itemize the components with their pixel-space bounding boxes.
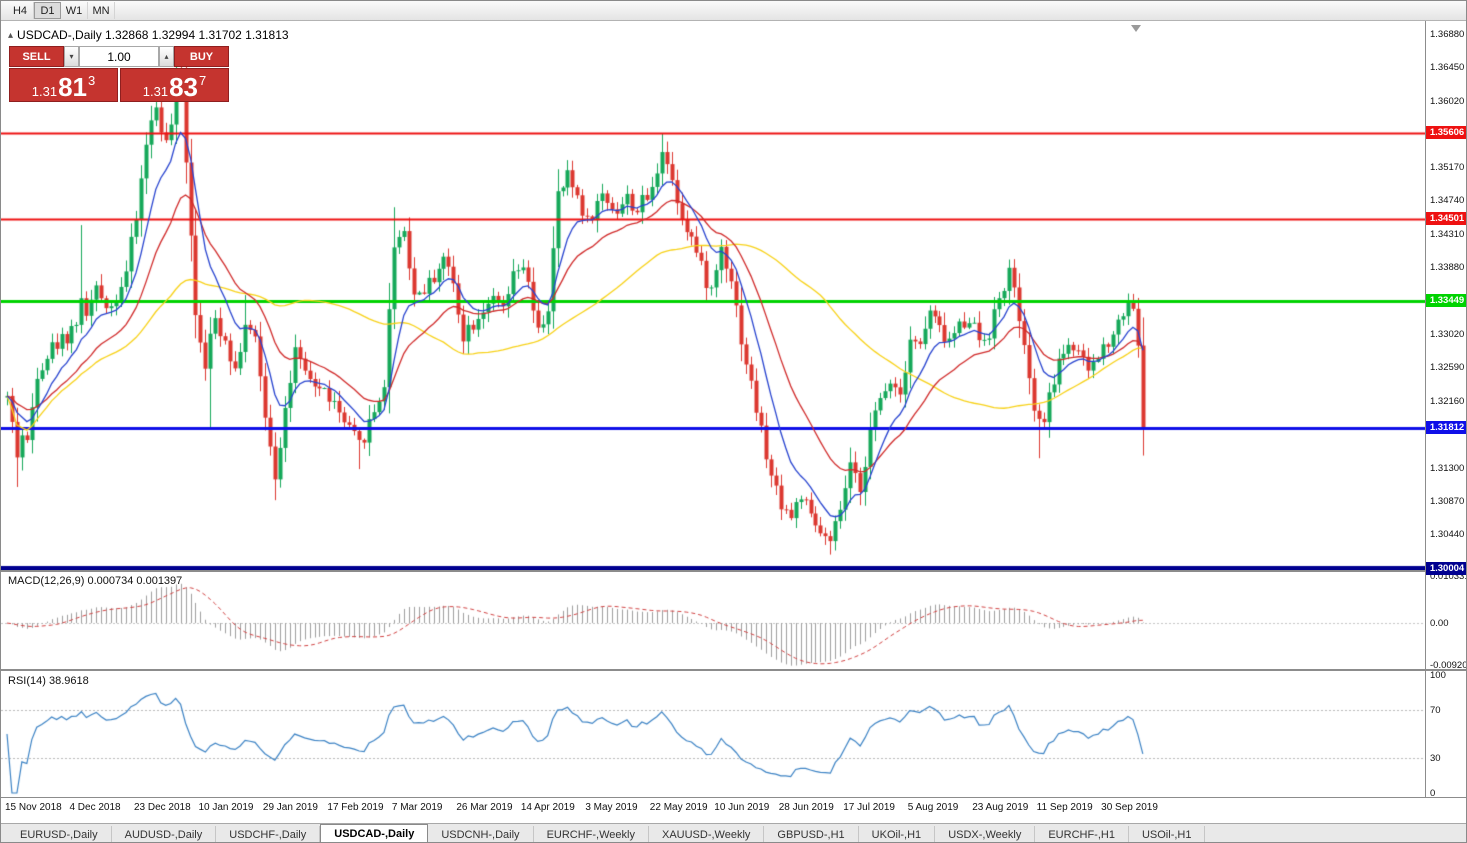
ask-pipette-digit: 7 [199,73,207,88]
price-level-badge: 1.34501 [1426,212,1466,226]
price-tick: 1.36020 [1430,95,1465,107]
rsi-dateaxis-separator [1,797,1466,798]
chart-shift-marker-icon[interactable] [1131,25,1141,32]
price-level-badge: 1.30004 [1426,561,1466,575]
rsi-panel-canvas[interactable] [1,671,1425,797]
chart-tab-gbpusdh1[interactable]: GBPUSD-,H1 [764,826,859,842]
price-tick: 1.36880 [1430,28,1465,40]
main-macd-panel-separator[interactable] [1,570,1466,572]
date-label: 26 Mar 2019 [456,802,513,813]
timeframe-button-d1[interactable]: D1 [34,2,61,19]
price-tick: 1.31300 [1430,462,1465,474]
ask-big-digits: 83 [169,71,198,102]
one-click-trading-panel: SELL ▾ 1.00 ▴ BUY 1.31 81 3 1.31 83 7 [9,46,229,102]
volume-decrement-icon[interactable]: ▾ [64,46,79,67]
bid-big-digits: 81 [58,71,87,102]
rsi-axis-label: 100 [1430,670,1446,681]
bid-price-display[interactable]: 1.31 81 3 [9,68,118,102]
price-tick: 1.32590 [1430,362,1465,374]
date-label: 23 Dec 2018 [133,802,191,813]
macd-axis-label: 0.00 [1430,618,1449,630]
chart-tab-eurchfweekly[interactable]: EURCHF-,Weekly [534,826,649,842]
ask-prefix: 1.31 [142,84,169,99]
date-label: 10 Jan 2019 [198,802,254,813]
rsi-axis-label: 30 [1430,752,1441,764]
chart-tab-eurchfh1[interactable]: EURCHF-,H1 [1035,826,1129,842]
volume-increment-icon[interactable]: ▴ [159,46,174,67]
price-tick: 1.35170 [1430,161,1465,173]
price-tick: 1.30440 [1430,529,1465,541]
chart-tab-usdcaddaily[interactable]: USDCAD-,Daily [320,824,429,842]
rsi-axis-label: 70 [1430,705,1441,717]
price-scale[interactable]: 1.36880 1.36450 1.36020 1.35170 1.34740 1.343… [1425,21,1467,799]
date-label: 30 Sep 2019 [1101,802,1158,813]
chart-tab-ukoilh1[interactable]: UKOil-,H1 [859,826,936,842]
price-tick: 1.30870 [1430,495,1465,507]
date-label: 7 Mar 2019 [391,802,443,813]
macd-indicator-label: MACD(12,26,9) 0.000734 0.001397 [8,575,183,587]
bid-ask-row: 1.31 81 3 1.31 83 7 [9,68,229,102]
price-tick: 1.32160 [1430,395,1465,407]
timeframe-button-mn[interactable]: MN [88,2,115,19]
timeframe-toolbar: H4 D1 W1 MN [1,1,1466,21]
macd-panel-canvas[interactable] [1,572,1425,669]
date-label: 4 Dec 2018 [69,802,121,813]
chart-tab-audusddaily[interactable]: AUDUSD-,Daily [112,826,217,842]
macd-axis-label: 0.0103311 [1430,571,1466,582]
date-label: 5 Aug 2019 [907,802,959,813]
rsi-indicator-label: RSI(14) 38.9618 [8,675,89,687]
date-label: 17 Jul 2019 [843,802,895,813]
macd-axis-label: -0.0092030 [1430,660,1467,671]
one-click-collapse-icon[interactable]: ▴ [8,29,14,41]
date-label: 22 May 2019 [649,802,708,813]
date-label: 23 Aug 2019 [972,802,1029,813]
price-tick: 1.33020 [1430,328,1465,340]
price-level-badge: 1.33449 [1426,294,1466,308]
trade-buttons-row: SELL ▾ 1.00 ▴ BUY [9,46,229,67]
chart-tab-usdchfdaily[interactable]: USDCHF-,Daily [216,826,321,842]
price-level-badge: 1.35606 [1426,126,1466,140]
timeframe-button-h4[interactable]: H4 [7,2,34,19]
price-tick: 1.33880 [1430,262,1465,274]
volume-input[interactable]: 1.00 [79,46,159,67]
chart-tab-usdcnhdaily[interactable]: USDCNH-,Daily [428,826,534,842]
date-axis[interactable]: 15 Nov 2018 4 Dec 2018 23 Dec 2018 10 Jan 2… [1,798,1425,822]
chart-tab-usdxweekly[interactable]: USDX-,Weekly [935,826,1036,842]
date-label: 17 Feb 2019 [327,802,384,813]
date-label: 15 Nov 2018 [5,802,62,813]
bid-prefix: 1.31 [31,84,58,99]
chart-tab-eurusddaily[interactable]: EURUSD-,Daily [7,826,112,842]
date-label: 10 Jun 2019 [714,802,770,813]
price-tick: 1.34310 [1430,228,1465,240]
date-label: 29 Jan 2019 [262,802,318,813]
date-label: 14 Apr 2019 [520,802,575,813]
bid-pipette-digit: 3 [88,73,96,88]
ask-price-display[interactable]: 1.31 83 7 [120,68,229,102]
price-scale-border [1425,21,1426,797]
buy-button[interactable]: BUY [174,46,229,67]
macd-rsi-panel-separator[interactable] [1,669,1466,671]
main-chart-canvas[interactable] [1,21,1425,570]
sell-button[interactable]: SELL [9,46,64,67]
price-level-badge: 1.31812 [1426,421,1466,435]
date-label: 11 Sep 2019 [1036,802,1093,813]
rsi-axis-label: 0 [1430,788,1436,799]
chart-title-row: ▴ USDCAD-,Daily 1.32868 1.32994 1.31702 … [8,28,289,42]
chart-tab-usoilh1[interactable]: USOil-,H1 [1129,826,1206,842]
date-label: 3 May 2019 [585,802,638,813]
chart-tab-xauusdweekly[interactable]: XAUUSD-,Weekly [649,826,765,842]
chart-tab-bar: EURUSD-,Daily AUDUSD-,Daily USDCHF-,Daily U… [1,823,1466,842]
timeframe-button-w1[interactable]: W1 [61,2,88,19]
date-label: 28 Jun 2019 [778,802,834,813]
chart-ohlc-title: USDCAD-,Daily 1.32868 1.32994 1.31702 1.… [17,28,289,42]
price-tick: 1.34740 [1430,195,1465,207]
price-tick: 1.36450 [1430,62,1465,74]
